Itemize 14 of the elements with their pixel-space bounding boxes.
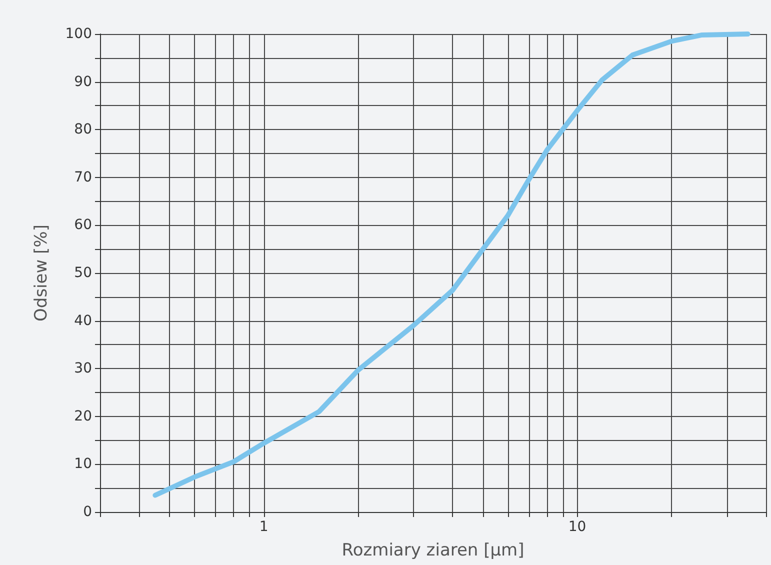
y-tick-label: 20 xyxy=(74,408,92,424)
y-tick-label: 100 xyxy=(65,26,92,42)
x-tick-label: 1 xyxy=(259,519,268,535)
y-tick-label: 80 xyxy=(74,122,92,138)
y-tick-label: 40 xyxy=(74,312,92,329)
y-tick-label: 30 xyxy=(74,360,92,377)
y-tick-label: 50 xyxy=(74,265,92,281)
y-tick-label: 90 xyxy=(74,74,92,90)
y-tick-label: 0 xyxy=(83,504,92,520)
y-axis-title: Odsiew [%] xyxy=(32,224,52,322)
y-tick-label: 10 xyxy=(74,456,92,472)
y-tick-label: 60 xyxy=(74,217,92,234)
x-axis-title: Rozmiary ziaren [µm] xyxy=(342,540,524,560)
y-tick-label: 70 xyxy=(74,169,92,186)
